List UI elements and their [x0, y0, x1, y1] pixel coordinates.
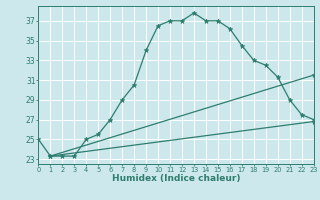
X-axis label: Humidex (Indice chaleur): Humidex (Indice chaleur) — [112, 174, 240, 183]
